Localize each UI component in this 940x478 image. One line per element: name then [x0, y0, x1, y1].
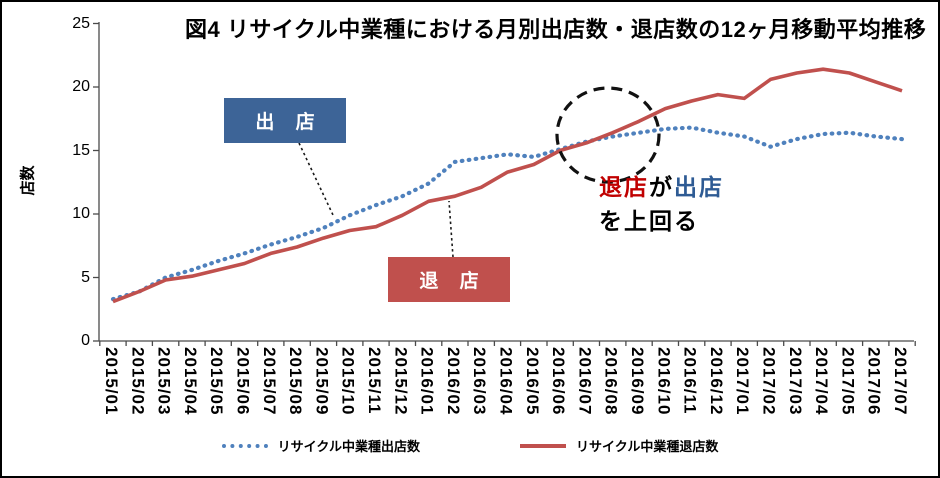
- closings-callout: 退 店: [388, 257, 510, 302]
- x-axis-label: 2016/08: [601, 347, 621, 416]
- x-axis-label: 2016/04: [496, 347, 516, 416]
- x-axis-label: 2015/05: [207, 347, 227, 416]
- axes: [93, 22, 916, 346]
- annotation-closings-text: 退店: [599, 174, 649, 200]
- annotation-line2-text: を上回る: [599, 208, 699, 234]
- x-axis-label: 2015/02: [128, 347, 148, 416]
- closings-callout-connector: [448, 200, 454, 258]
- x-axis-label: 2016/10: [654, 347, 674, 416]
- x-axis-label: 2015/10: [338, 347, 358, 416]
- x-axis-label: 2017/04: [812, 347, 832, 416]
- x-axis-label: 2015/04: [180, 347, 200, 416]
- crossover-annotation: 退店が出店 を上回る: [599, 170, 724, 238]
- legend: リサイクル中業種出店数 リサイクル中業種退店数: [2, 436, 938, 455]
- closings-series-line: [112, 67, 903, 304]
- x-axis-label: 2017/03: [785, 347, 805, 416]
- x-axis-label: 2015/01: [102, 347, 121, 416]
- crossover-circle: [555, 86, 661, 184]
- openings-line-swatch-icon: [221, 443, 268, 448]
- y-tick-label: 10: [72, 205, 90, 222]
- x-axis-label: 2017/06: [864, 347, 884, 416]
- x-axis-label: 2016/05: [522, 347, 542, 416]
- openings-callout-connector: [298, 142, 334, 216]
- y-tick-label: 25: [72, 14, 90, 32]
- closings-line-swatch-icon: [520, 443, 566, 448]
- x-axis-label: 2017/02: [759, 347, 779, 416]
- x-axis-label: 2017/01: [733, 347, 753, 416]
- y-tick-label: 5: [81, 268, 90, 286]
- legend-item-openings: リサイクル中業種出店数: [221, 436, 420, 455]
- x-axis-label: 2015/12: [391, 347, 411, 416]
- x-axis-label: 2016/12: [706, 347, 726, 416]
- y-tick-label: 20: [72, 78, 90, 95]
- x-axis-label: 2016/03: [470, 347, 490, 416]
- x-axis-label: 2015/09: [312, 347, 332, 416]
- openings-callout-label: 出 店: [255, 112, 323, 133]
- x-axis-label: 2016/07: [575, 347, 595, 416]
- x-axis-label: 2015/06: [233, 347, 253, 416]
- x-axis-label: 2017/05: [838, 347, 858, 416]
- y-tick-label: 0: [81, 332, 90, 349]
- x-axis-label: 2016/01: [417, 347, 437, 416]
- x-axis-label: 2016/06: [549, 347, 569, 416]
- y-tick-label: 15: [72, 141, 90, 159]
- closings-callout-label: 退 店: [419, 271, 487, 292]
- x-axis-label: 2015/08: [286, 347, 306, 416]
- openings-series-line: [110, 125, 905, 302]
- x-axis-label: 2016/11: [680, 347, 700, 415]
- openings-callout: 出 店: [224, 98, 346, 143]
- x-axis-label: 2015/03: [154, 347, 174, 416]
- x-axis-label: 2017/07: [891, 347, 910, 416]
- legend-label-openings: リサイクル中業種出店数: [277, 439, 420, 454]
- legend-item-closings: リサイクル中業種退店数: [520, 436, 718, 455]
- x-axis-label: 2015/11: [365, 347, 384, 415]
- x-axis-label: 2016/02: [443, 347, 463, 416]
- legend-label-closings: リサイクル中業種退店数: [576, 439, 719, 454]
- x-axis-label: 2016/09: [628, 347, 647, 416]
- annotation-connector-text: が: [649, 174, 674, 200]
- annotation-openings-text: 出店: [674, 174, 724, 200]
- x-axis-label: 2015/07: [259, 347, 279, 416]
- chart-title: 図4 リサイクル中業種における月別出店数・退店数の12ヶ月移動平均推移: [185, 17, 927, 42]
